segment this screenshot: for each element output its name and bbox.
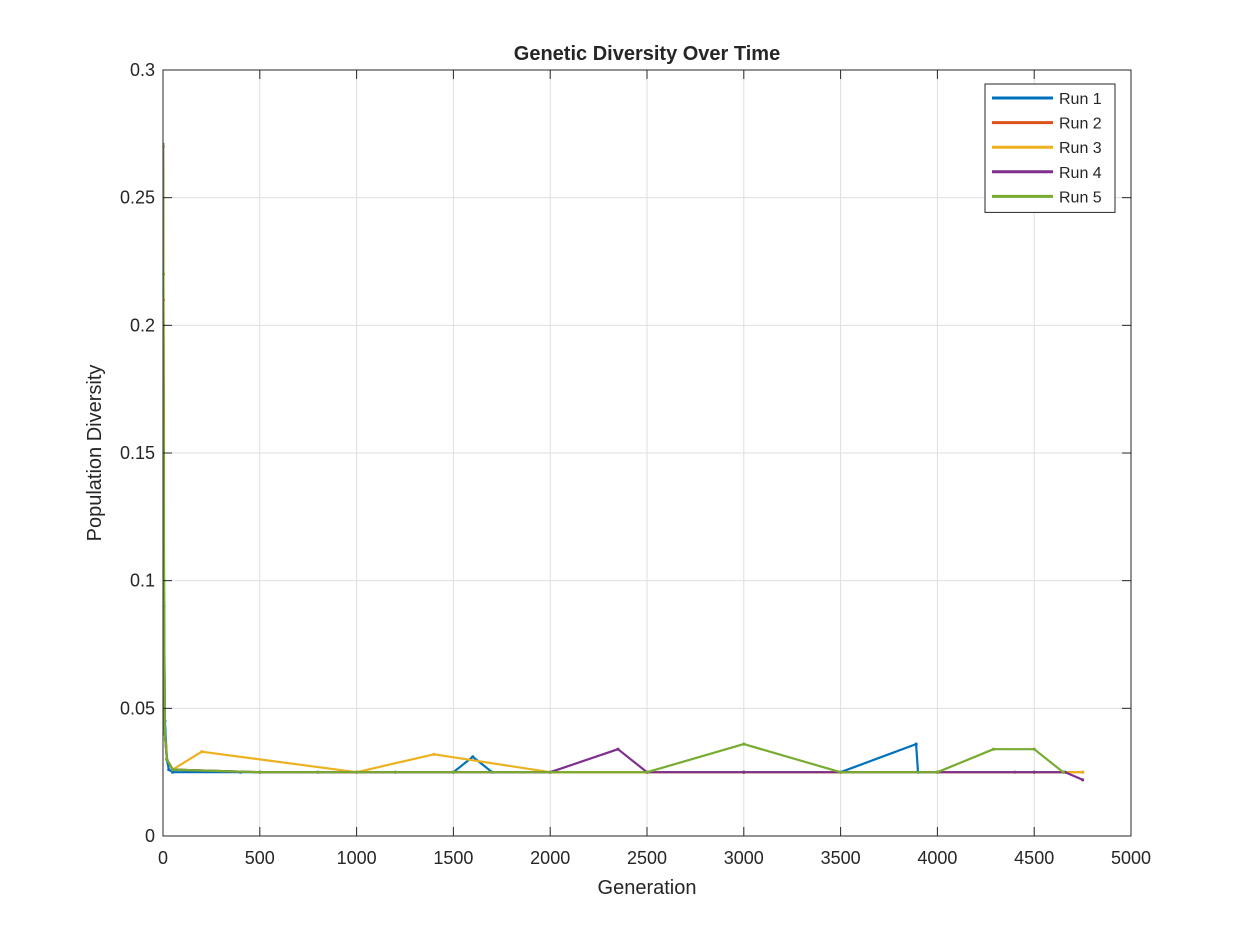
chart-title: Genetic Diversity Over Time [514, 43, 780, 65]
series-point [471, 755, 475, 759]
legend-label: Run 5 [1059, 189, 1102, 206]
x-tick-label: 5000 [1111, 848, 1151, 868]
series-point [742, 742, 746, 746]
x-tick-label: 2500 [627, 848, 667, 868]
series-point [1081, 778, 1085, 782]
x-tick-label: 4000 [917, 848, 957, 868]
legend-item: Run 1 [992, 91, 1102, 108]
x-tick-label: 3000 [724, 848, 764, 868]
y-tick-label: 0.15 [120, 443, 155, 463]
series-point [1061, 770, 1065, 774]
axis-ticks: 0 500 1000 1500 2000 2500 3000 3500 4000 4500 5000… [120, 60, 1151, 868]
series-point [1032, 770, 1036, 774]
series-point [839, 770, 843, 774]
series-point [355, 770, 359, 774]
series-point [165, 757, 169, 762]
series-point [163, 732, 167, 736]
series-point [548, 770, 552, 774]
x-tick-label: 2000 [530, 848, 570, 868]
x-tick-label: 4500 [1014, 848, 1054, 868]
series-point [451, 770, 455, 774]
series-point [1032, 747, 1036, 751]
x-tick-label: 1000 [337, 848, 377, 868]
series-point [432, 752, 436, 756]
y-tick-label: 0 [145, 826, 155, 846]
x-tick-label: 1500 [433, 848, 473, 868]
series-point [616, 747, 620, 751]
y-tick-label: 0.2 [130, 315, 155, 335]
x-tick-label: 500 [245, 848, 275, 868]
x-tick-label: 3500 [821, 848, 861, 868]
legend-item: Run 4 [992, 165, 1102, 182]
y-tick-label: 0.1 [130, 571, 155, 591]
legend: Run 1 Run 2 Run 3 Run 4 Run 5 [984, 83, 1116, 213]
series-point [171, 768, 175, 772]
series-point [167, 768, 171, 772]
y-tick-label: 0.3 [130, 60, 155, 80]
y-tick-label: 0.25 [120, 188, 155, 208]
y-axis-label: Population Diversity [84, 365, 106, 542]
series-point [935, 770, 940, 774]
series-point [991, 747, 996, 751]
series-point [200, 750, 204, 754]
legend-label: Run 4 [1059, 165, 1102, 182]
legend-item: Run 3 [992, 140, 1102, 157]
y-tick-label: 0.05 [120, 698, 155, 718]
series-point [1081, 770, 1085, 774]
legend-label: Run 3 [1059, 140, 1102, 157]
legend-item: Run 2 [992, 116, 1102, 133]
x-tick-label: 0 [158, 848, 168, 868]
x-axis-label: Generation [598, 877, 697, 899]
series-point [742, 770, 746, 774]
series-5 [163, 142, 1065, 774]
legend-item: Run 5 [992, 189, 1102, 206]
series-point [258, 770, 262, 774]
series-point [645, 770, 649, 774]
series-point [171, 770, 175, 774]
legend-label: Run 1 [1059, 91, 1102, 108]
series-point [914, 742, 918, 746]
series-lines [163, 142, 1085, 782]
legend-label: Run 2 [1059, 116, 1102, 133]
